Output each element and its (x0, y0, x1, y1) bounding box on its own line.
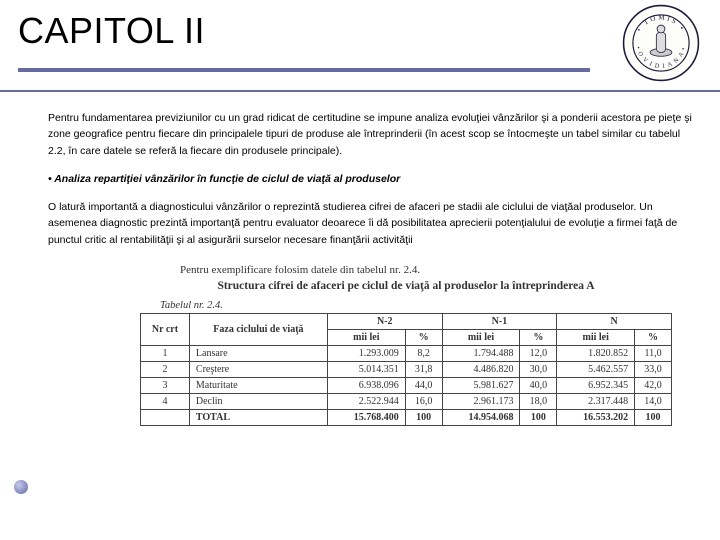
table-row: 1Lansare1.293.0098,21.794.48812,01.820.8… (141, 345, 672, 361)
col-n2-miilei: mii lei (327, 329, 405, 345)
col-group-n1: N-1 (442, 313, 557, 329)
table-caption: Structura cifrei de afaceri pe ciclul de… (140, 280, 672, 292)
table-label: Tabelul nr. 2.4. (140, 300, 672, 311)
table-header-row-1: Nr crt Faza ciclului de viaţă N-2 N-1 N (141, 313, 672, 329)
table-intro-text: Pentru exemplificare folosim datele din … (140, 264, 672, 276)
table-row: 4Declin2.522.94416,02.961.17318,02.317.4… (141, 393, 672, 409)
data-table: Nr crt Faza ciclului de viaţă N-2 N-1 N … (140, 313, 672, 426)
col-phase: Faza ciclului de viaţă (189, 313, 327, 345)
body-content: Pentru fundamentarea previziunilor cu un… (0, 92, 720, 262)
col-n2-pct: % (405, 329, 442, 345)
col-n-miilei: mii lei (557, 329, 635, 345)
paragraph-intro: Pentru fundamentarea previziunilor cu un… (48, 110, 692, 159)
paragraph-analysis: O latură importantă a diagnosticului vân… (48, 199, 692, 248)
col-n-pct: % (635, 329, 672, 345)
col-n1-miilei: mii lei (442, 329, 520, 345)
table-row-total: TOTAL15.768.40010014.954.06810016.553.20… (141, 409, 672, 425)
decorative-bullet-icon (14, 480, 28, 494)
bullet-heading: • Analiza repartiţiei vânzărilor în func… (48, 171, 692, 187)
col-group-n: N (557, 313, 672, 329)
university-seal-icon: • TOMIS • • O V I D I A N A • (622, 4, 700, 82)
table-row: 3Maturitate6.938.09644,05.981.62740,06.9… (141, 377, 672, 393)
table-row: 2Creştere5.014.35131,84.486.82030,05.462… (141, 361, 672, 377)
col-nr: Nr crt (141, 313, 190, 345)
page-title: CAPITOL II (0, 0, 720, 52)
col-group-n2: N-2 (327, 313, 442, 329)
table-region: Pentru exemplificare folosim datele din … (0, 262, 720, 426)
title-underline (18, 68, 590, 72)
col-n1-pct: % (520, 329, 557, 345)
slide-header: CAPITOL II • TOMIS • • O V I D I A N A • (0, 0, 720, 92)
table-body: 1Lansare1.293.0098,21.794.48812,01.820.8… (141, 345, 672, 425)
